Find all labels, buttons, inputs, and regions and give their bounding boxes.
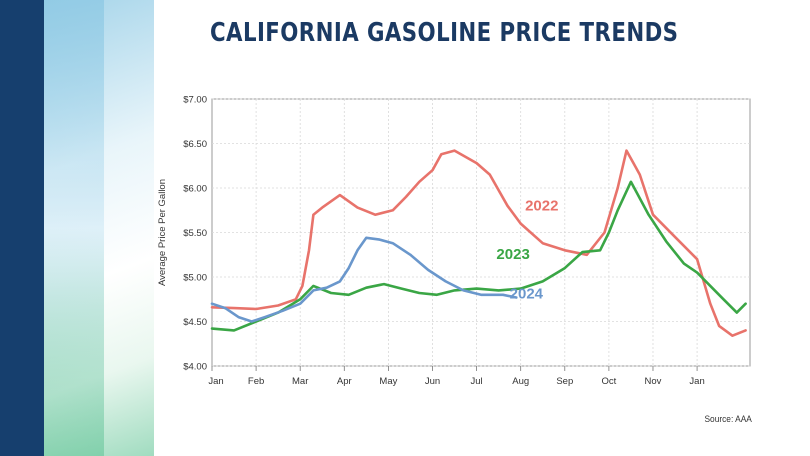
x-tick-label: May [379, 376, 397, 387]
side-color-band [0, 0, 44, 456]
y-tick-label: $7.00 [183, 95, 207, 106]
x-tick-label: Feb [248, 376, 264, 387]
series-label-2023: 2023 [496, 246, 529, 263]
chart-title: CALIFORNIA GASOLINE PRICE TRENDS [210, 18, 679, 48]
x-tick-label: Nov [645, 376, 662, 387]
x-tick-label: Oct [601, 376, 616, 387]
x-tick-label: Jul [471, 376, 483, 387]
y-tick-label: $6.00 [183, 184, 207, 195]
x-tick-label: Aug [512, 376, 529, 387]
series-line-2023 [210, 180, 747, 332]
series-line-2024 [210, 236, 518, 323]
x-tick-label: Mar [292, 376, 308, 387]
y-tick-label: $6.50 [183, 139, 207, 150]
y-tick-label: $4.50 [183, 317, 207, 328]
source-note: Source: AAA [704, 414, 752, 425]
y-tick-label: $5.00 [183, 273, 207, 284]
y-axis-label: Average Price Per Gallon [157, 179, 168, 286]
x-tick-label: Jun [425, 376, 440, 387]
x-tick-label: Apr [337, 376, 352, 387]
x-tick-label: Sep [556, 376, 573, 387]
y-tick-label: $5.50 [183, 228, 207, 239]
series-line-2022 [210, 149, 747, 338]
y-tick-label: $4.00 [183, 362, 207, 373]
x-tick-label: Jan [689, 376, 704, 387]
x-tick-label: Jan [208, 376, 223, 387]
series-label-2024: 2024 [510, 285, 544, 302]
series-label-2022: 2022 [525, 197, 558, 214]
side-gradient-soft [44, 0, 154, 456]
